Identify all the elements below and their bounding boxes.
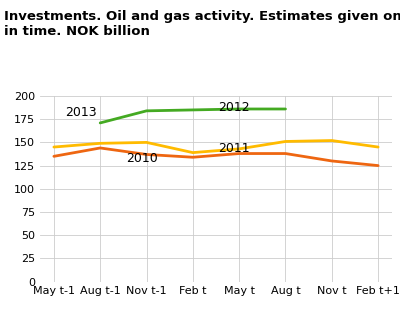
Text: 2013: 2013	[66, 106, 97, 119]
Text: 2010: 2010	[126, 152, 158, 165]
Text: 2011: 2011	[218, 142, 250, 156]
Text: 2012: 2012	[218, 100, 250, 114]
Text: Investments. Oil and gas activity. Estimates given on different points
in time. : Investments. Oil and gas activity. Estim…	[4, 10, 400, 38]
